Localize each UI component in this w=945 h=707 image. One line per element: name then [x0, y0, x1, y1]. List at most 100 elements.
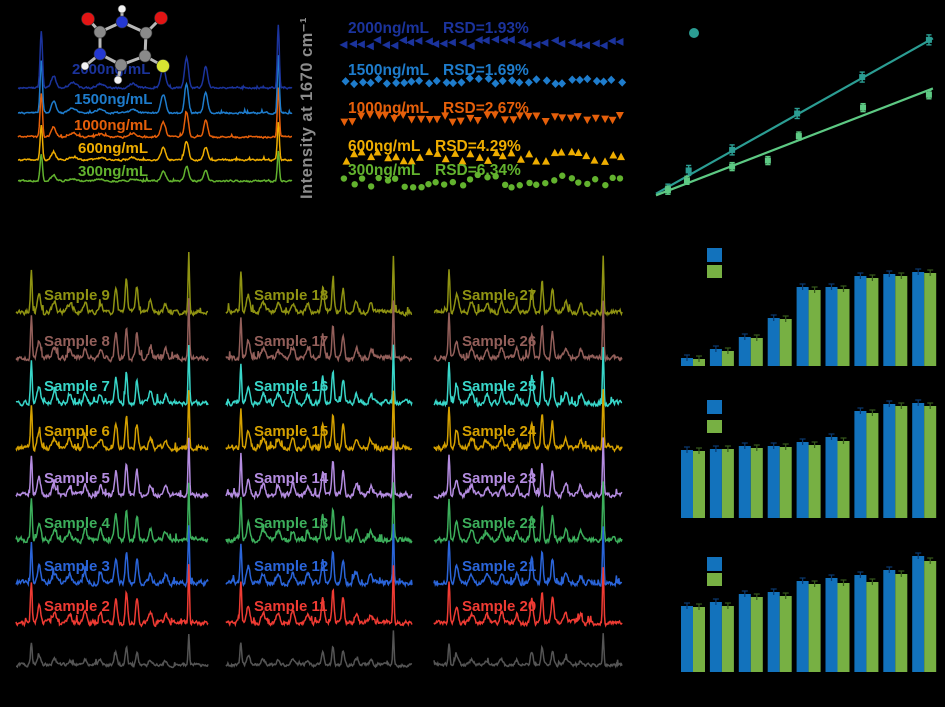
sample-label: Sample 17 [254, 333, 328, 350]
scatter-marker-triangle-up [407, 156, 416, 165]
scatter-marker-triangle-up [357, 147, 366, 156]
scatter-marker-triangle-up [492, 148, 501, 157]
bar-green [895, 276, 908, 366]
bar-blue [883, 570, 896, 672]
scatter-marker-diamond [551, 79, 560, 88]
scatter-marker-circle [533, 181, 540, 188]
scatter-marker-triangle-left [481, 36, 490, 45]
scatter-marker-triangle-up [541, 157, 550, 165]
sample-label: Sample 11 [254, 598, 327, 615]
scatter-marker-circle [375, 174, 382, 182]
sample-spectrum [15, 390, 209, 453]
scatter-marker-triangle-up [458, 157, 467, 165]
sample-spectrum [433, 437, 623, 500]
bar-blue [709, 449, 722, 518]
sample-spectrum [433, 255, 623, 317]
calibration-point [729, 163, 736, 170]
scatter-marker-diamond [474, 74, 483, 83]
scatter-marker-circle [551, 177, 558, 184]
scatter-marker-triangle-down [509, 116, 518, 124]
scatter-marker-diamond [599, 77, 608, 86]
scatter-marker-triangle-down [524, 112, 533, 121]
sample-label: Sample 8 [44, 333, 110, 350]
scatter-marker-circle [418, 183, 425, 191]
bar-green [693, 359, 705, 366]
scatter-marker-circle [367, 183, 375, 190]
scatter-marker-triangle-up [574, 148, 583, 157]
scatter-series-label: 300ng/mL RSD=6.34% [348, 162, 521, 179]
panel-sample-spectra: Sample 9 Sample 8 Sample 7 Sample 6 Sample 5… [15, 251, 623, 669]
sample-label: Sample 26 [462, 333, 536, 350]
scatter-marker-circle [384, 177, 392, 184]
bar-green [924, 406, 937, 518]
scatter-marker-triangle-down [608, 116, 617, 125]
fit-line-1 [655, 87, 934, 197]
scatter-marker-triangle-left [550, 36, 559, 45]
sample-spectrum [15, 298, 209, 364]
spectrum-trace-1500ng/mL [17, 55, 293, 115]
scatter-marker-triangle-up [399, 156, 408, 165]
scatter-marker-triangle-up [532, 156, 541, 165]
bar-blue [796, 287, 809, 366]
scatter-marker-diamond [542, 76, 551, 85]
scatter-marker-triangle-up [617, 152, 626, 161]
scatter-marker-circle [401, 183, 408, 190]
bar-blue [854, 575, 867, 672]
scatter-marker-circle [616, 175, 624, 182]
sample-label: Sample 6 [44, 423, 110, 440]
scatter-series-label: 600ng/mL RSD=4.29% [348, 138, 521, 155]
scatter-marker-triangle-up [475, 153, 484, 161]
scatter-marker-triangle-up [601, 157, 610, 165]
bar-legend-blue [707, 248, 722, 262]
scatter-marker-triangle-up [415, 153, 424, 161]
scatter-marker-triangle-up [557, 148, 566, 156]
calibration-point [683, 177, 690, 184]
scatter-marker-triangle-left [458, 38, 467, 47]
sample-spectrum [225, 482, 413, 545]
bar-blue [738, 594, 751, 672]
scatter-marker-triangle-up [350, 149, 359, 158]
scatter-marker-diamond [508, 76, 517, 85]
scatter-marker-diamond [592, 76, 601, 86]
bar-blue [767, 592, 780, 672]
carbon-atom [93, 25, 107, 39]
bar-green [866, 278, 879, 366]
sample-spectrum [433, 300, 623, 363]
bar-blue [796, 581, 809, 672]
sample-label: Sample 15 [254, 423, 328, 440]
scatter-marker-diamond [449, 78, 458, 88]
scatter-marker-triangle-up [441, 154, 450, 163]
sample-spectrum [433, 389, 623, 453]
scatter-marker-triangle-left [414, 36, 423, 45]
bar-green [866, 582, 879, 672]
sample-spectrum [433, 633, 623, 669]
carbon-atom [114, 58, 128, 72]
sample-label: Sample 14 [254, 470, 329, 487]
scatter-marker-circle [351, 181, 358, 188]
scatter-marker-diamond [491, 79, 500, 88]
rsd-value: RSD=4.29% [435, 138, 521, 155]
scatter-marker-circle [501, 181, 509, 189]
bar-blue [767, 446, 780, 518]
bar-green [837, 441, 850, 518]
sample-spectrum [15, 251, 208, 317]
scatter-marker-triangle-left [356, 40, 365, 49]
scatter-marker-triangle-left [339, 40, 348, 49]
scatter-marker-triangle-down [583, 116, 592, 125]
scatter-marker-diamond [382, 79, 391, 88]
bar-blue [825, 578, 838, 672]
bar-green [779, 447, 792, 518]
scatter-marker-triangle-down [466, 114, 475, 123]
bar-green [866, 413, 879, 518]
bar-green [808, 445, 821, 518]
bar-green [721, 351, 734, 366]
scatter-marker-triangle-down [375, 112, 384, 120]
scatter-marker-diamond [425, 79, 434, 88]
calibration-point [925, 91, 932, 98]
sample-spectrum [15, 564, 209, 628]
sample-spectrum [433, 526, 623, 588]
scatter-marker-circle [474, 171, 481, 179]
bar-blue [825, 287, 838, 366]
sample-spectrum [225, 300, 413, 363]
